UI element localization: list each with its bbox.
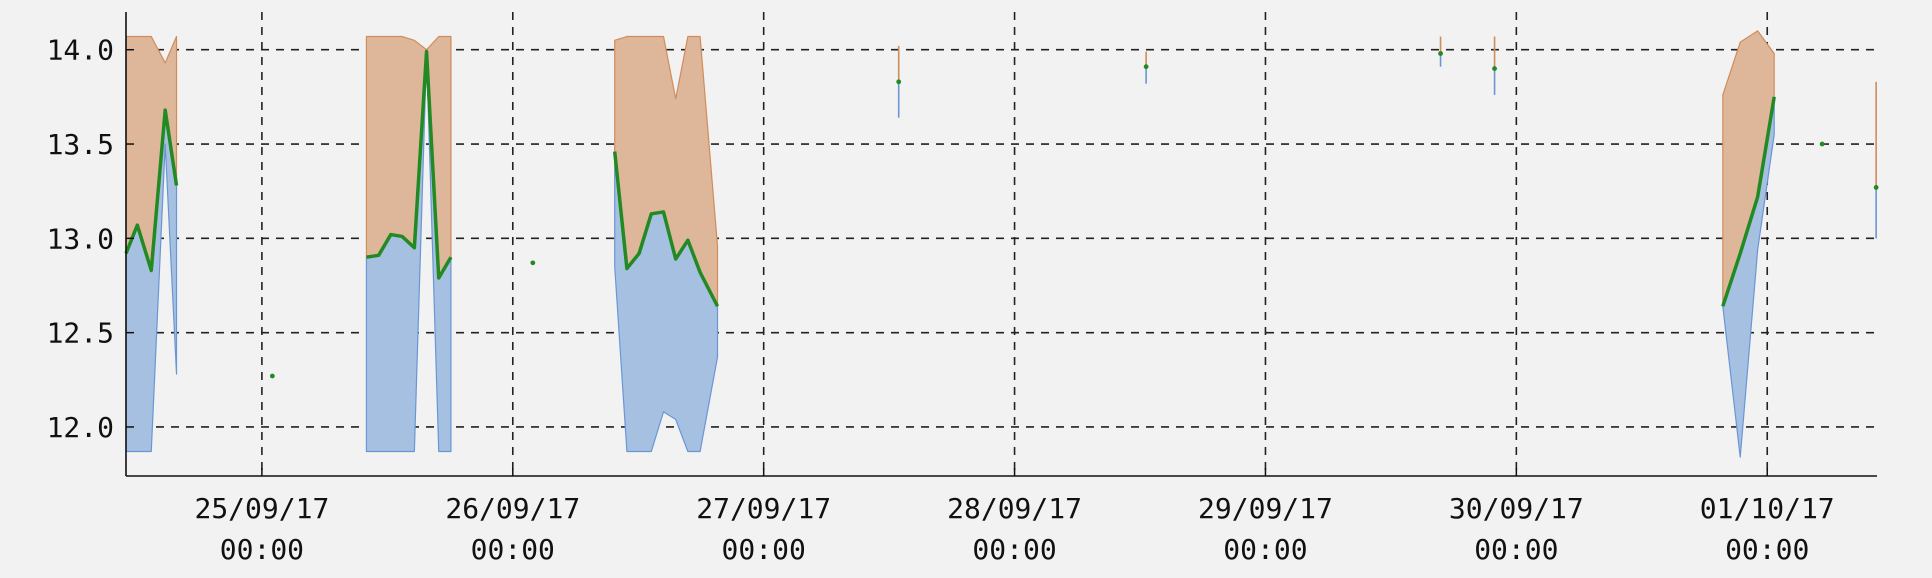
x-tick-label-time: 00:00 <box>220 533 304 566</box>
x-tick-label-date: 28/09/17 <box>947 492 1082 525</box>
median-point <box>1819 141 1825 147</box>
y-tick-label: 12.5 <box>47 317 114 350</box>
median-point <box>1873 185 1879 190</box>
x-tick-label-date: 25/09/17 <box>194 492 329 525</box>
y-tick-label: 13.5 <box>47 128 114 161</box>
x-tick-labels: 25/09/17 00:00 26/09/17 00:00 27/09/17 00:00 2… <box>194 492 1834 566</box>
median-point <box>269 373 275 379</box>
y-tick-labels: 12.0 12.5 13.0 13.5 14.0 <box>47 34 114 444</box>
median-point <box>1143 64 1149 70</box>
x-tick-label-date: 30/09/17 <box>1449 492 1584 525</box>
x-tick-label-time: 00:00 <box>1223 533 1307 566</box>
median-point <box>896 79 902 85</box>
x-tick-label-time: 00:00 <box>722 533 806 566</box>
x-tick-label-time: 00:00 <box>1474 533 1558 566</box>
median-point <box>1492 66 1497 71</box>
x-tick-label-time: 00:00 <box>1725 533 1809 566</box>
median-line <box>1721 96 1776 307</box>
y-tick-label: 14.0 <box>47 34 114 67</box>
y-tick-label: 12.0 <box>47 411 114 444</box>
median-point <box>530 260 536 266</box>
median-series <box>124 49 1879 379</box>
median-line <box>612 151 720 308</box>
axes <box>125 12 1877 477</box>
x-tick-label-date: 01/10/17 <box>1700 492 1835 525</box>
median-line <box>366 49 453 280</box>
x-tick-label-date: 29/09/17 <box>1198 492 1333 525</box>
y-tick-label: 13.0 <box>47 222 114 255</box>
x-tick-label-date: 27/09/17 <box>696 492 831 525</box>
x-tick-label-time: 00:00 <box>471 533 555 566</box>
x-tick-label-date: 26/09/17 <box>445 492 580 525</box>
x-tick-label-time: 00:00 <box>972 533 1056 566</box>
median-point <box>1438 51 1443 56</box>
median-line <box>124 108 179 273</box>
